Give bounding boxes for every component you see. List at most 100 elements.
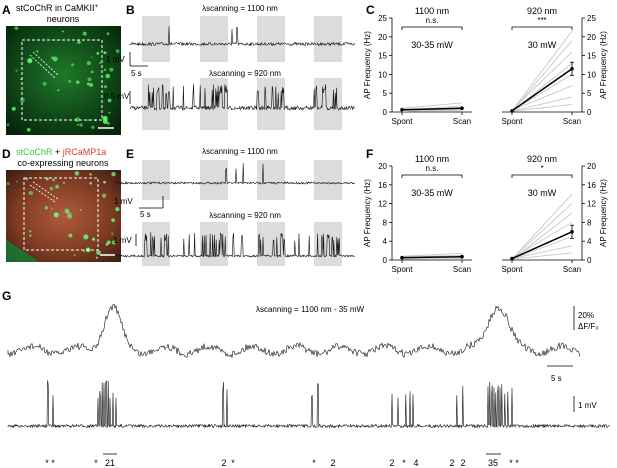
panel-g-scale-time: 5 s (551, 374, 562, 383)
y-tick-label: 8 (383, 218, 388, 227)
event-mark: 2 (221, 458, 226, 468)
y-tick-label: 0 (587, 256, 592, 265)
y-tick-label: 4 (383, 237, 388, 246)
mean-point (400, 107, 404, 112)
event-mark: 2 (449, 458, 454, 468)
panel-letter-d: D (2, 147, 11, 161)
y-tick-label: 25 (378, 14, 387, 23)
event-mark: 35 (488, 458, 498, 468)
panel-g-scale-df2: ΔF/F₀ (578, 322, 599, 331)
panel-letter-b: B (126, 3, 135, 17)
power-label: 30 mW (528, 40, 557, 50)
y-axis-label-right: AP Frequency (Hz) (599, 31, 608, 99)
panel-letter-e: E (126, 147, 134, 161)
x-tick-label: Spont (502, 265, 524, 274)
y-tick-label: 25 (587, 14, 596, 23)
event-mark: 21 (105, 458, 115, 468)
y-tick-label: 15 (378, 52, 387, 61)
event-mark: * * (509, 458, 519, 468)
panel-g-event-marks: * * * 21 2 * * 2 2 * 4 2 2 35 * * (45, 453, 519, 468)
y-tick-label: 20 (378, 33, 387, 42)
x-tick-label: Scan (563, 117, 581, 126)
x-tick-label: Scan (453, 265, 471, 274)
y-tick-label: 0 (383, 108, 388, 117)
event-mark: * (231, 458, 235, 468)
event-mark: * (312, 458, 316, 468)
event-mark: 4 (413, 458, 418, 468)
y-tick-label: 16 (378, 181, 387, 190)
panel-c-charts: 0 5 10 15 20 25 Spont Scan 1100 nmn.s. 30-35 mW 0 5… (363, 6, 608, 126)
panel-d-caption-line2: co-expressing neurons (17, 158, 109, 168)
panel-e-label-bottom: λscanning = 920 nm (209, 211, 281, 220)
chart-title: 920 nm (527, 154, 557, 164)
x-tick-label: Spont (392, 117, 414, 126)
x-tick-label: Scan (563, 265, 581, 274)
panel-e-scale-top: 1 mV (114, 197, 133, 206)
significance-label: n.s. (426, 16, 439, 25)
significance-label: n.s. (426, 164, 439, 173)
mean-point (460, 254, 464, 259)
panel-b-scalebar (129, 52, 148, 67)
panel-g-label: λscanning = 1100 nm - 35 mW (256, 305, 365, 314)
power-label: 30 mW (528, 188, 557, 198)
panel-g-scale-mv: 1 mV (578, 401, 597, 410)
x-tick-label: Spont (392, 265, 414, 274)
panel-g-fluorescence-trace (7, 303, 581, 359)
panel-e-traces (115, 160, 355, 266)
x-tick-label: Spont (502, 117, 524, 126)
y-tick-label: 16 (587, 181, 596, 190)
y-tick-label: 20 (587, 33, 596, 42)
panel-b-scale-top: 1 mV (106, 55, 125, 64)
panel-g-scalebars (547, 306, 575, 412)
y-tick-label: 20 (378, 162, 387, 171)
panel-letter-c: C (366, 3, 375, 17)
power-label: 30-35 mW (411, 40, 453, 50)
panel-e-scalebar (135, 196, 164, 246)
mean-series-line (511, 231, 573, 260)
panel-a-micrograph (6, 26, 121, 135)
event-mark: * * (45, 458, 55, 468)
panel-b-label-bottom: λscanning = 920 nm (209, 69, 281, 78)
panel-b-scale-time: 5 s (131, 69, 142, 78)
event-mark: 2 (330, 458, 335, 468)
significance-label: *** (537, 16, 546, 25)
event-mark: 2 (460, 458, 465, 468)
y-tick-label: 12 (587, 200, 596, 209)
y-axis-label-left: AP Frequency (Hz) (363, 31, 372, 99)
chart-title: 920 nm (527, 6, 557, 16)
chart-title: 1100 nm (415, 6, 449, 16)
chart-title: 1100 nm (415, 154, 449, 164)
y-axis-label-right: AP Frequency (Hz) (599, 179, 608, 247)
y-tick-label: 8 (587, 218, 592, 227)
event-mark: * (94, 458, 98, 468)
panel-a-caption-line1: stCoChR in CaMKII+ (16, 3, 99, 13)
panel-a-caption-line2: neurons (47, 14, 80, 24)
y-tick-label: 0 (383, 256, 388, 265)
mean-point (460, 106, 464, 111)
y-tick-label: 5 (383, 89, 388, 98)
y-tick-label: 0 (587, 108, 592, 117)
panel-b-label-top: λscanning = 1100 nm (202, 4, 278, 13)
y-tick-label: 10 (587, 70, 596, 79)
y-tick-label: 5 (587, 89, 592, 98)
panel-letter-f: F (366, 147, 373, 161)
power-label: 30-35 mW (411, 188, 453, 198)
panel-b-traces (129, 16, 355, 130)
y-tick-label: 12 (378, 200, 387, 209)
panel-f-charts: 0 4 8 12 16 20 Spont Scan 1100 nmn.s. 30-35 mW 0 4 8… (363, 154, 608, 274)
mean-series-line (401, 107, 463, 111)
mean-series-line (511, 68, 573, 112)
mean-point (400, 255, 404, 260)
panel-g-scale-df: 20% (578, 311, 594, 320)
mean-point (510, 109, 514, 113)
panel-letter-g: G (2, 289, 11, 303)
panel-g-voltage-trace (7, 380, 611, 429)
panel-e-label-top: λscanning = 1100 nm (202, 147, 278, 156)
mean-point (510, 256, 514, 261)
panel-e-scale-time: 5 s (140, 210, 151, 219)
y-tick-label: 10 (378, 70, 387, 79)
event-mark: * (402, 458, 406, 468)
significance-label: * (540, 164, 543, 173)
event-mark: 2 (389, 458, 394, 468)
